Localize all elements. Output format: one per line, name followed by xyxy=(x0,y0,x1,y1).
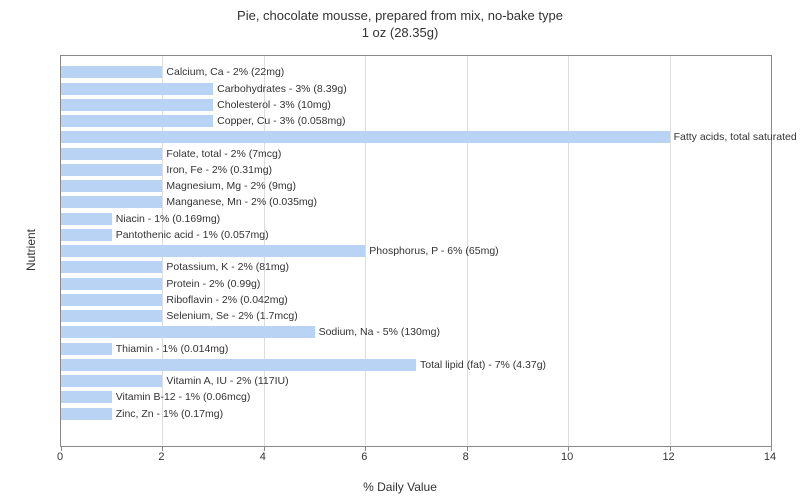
nutrition-chart: Pie, chocolate mousse, prepared from mix… xyxy=(0,0,800,500)
nutrient-label: Vitamin B-12 - 1% (0.06mcg) xyxy=(112,390,251,404)
nutrient-label: Zinc, Zn - 1% (0.17mg) xyxy=(112,407,223,421)
nutrient-bar xyxy=(61,164,162,176)
x-tick-label: 2 xyxy=(158,451,164,463)
y-axis-label: Nutrient xyxy=(24,229,38,271)
plot-area: Calcium, Ca - 2% (22mg) Carbohydrates - 3… xyxy=(60,55,772,447)
title-line-2: 1 oz (28.35g) xyxy=(362,25,439,40)
nutrient-label: Cholesterol - 3% (10mg) xyxy=(213,98,331,112)
nutrient-label: Folate, total - 2% (7mcg) xyxy=(162,147,281,161)
nutrient-bar xyxy=(61,343,112,355)
nutrient-label: Potassium, K - 2% (81mg) xyxy=(162,260,289,274)
nutrient-bar xyxy=(61,326,315,338)
bar-row: Potassium, K - 2% (81mg) xyxy=(61,260,771,274)
bar-row: Carbohydrates - 3% (8.39g) xyxy=(61,82,771,96)
x-tick-label: 6 xyxy=(361,451,367,463)
nutrient-bar xyxy=(61,261,162,273)
nutrient-bar xyxy=(61,115,213,127)
bar-row: Total lipid (fat) - 7% (4.37g) xyxy=(61,358,771,372)
nutrient-label: Vitamin A, IU - 2% (117IU) xyxy=(162,374,288,388)
x-tick-label: 14 xyxy=(764,451,776,463)
nutrient-bar xyxy=(61,229,112,241)
nutrient-bar xyxy=(61,245,365,257)
bar-row: Riboflavin - 2% (0.042mg) xyxy=(61,293,771,307)
bars-group: Calcium, Ca - 2% (22mg) Carbohydrates - 3… xyxy=(61,56,771,446)
bar-row: Iron, Fe - 2% (0.31mg) xyxy=(61,163,771,177)
nutrient-label: Sodium, Na - 5% (130mg) xyxy=(315,325,440,339)
nutrient-bar xyxy=(61,294,162,306)
nutrient-bar xyxy=(61,99,213,111)
nutrient-bar xyxy=(61,375,162,387)
nutrient-label: Copper, Cu - 3% (0.058mg) xyxy=(213,114,345,128)
nutrient-bar xyxy=(61,131,670,143)
nutrient-label: Calcium, Ca - 2% (22mg) xyxy=(162,65,284,79)
nutrient-bar xyxy=(61,408,112,420)
bar-row: Magnesium, Mg - 2% (9mg) xyxy=(61,179,771,193)
x-tick-label: 0 xyxy=(57,451,63,463)
nutrient-bar xyxy=(61,310,162,322)
chart-title: Pie, chocolate mousse, prepared from mix… xyxy=(0,0,800,42)
bar-row: Manganese, Mn - 2% (0.035mg) xyxy=(61,195,771,209)
nutrient-bar xyxy=(61,83,213,95)
bar-row: Vitamin A, IU - 2% (117IU) xyxy=(61,374,771,388)
nutrient-label: Manganese, Mn - 2% (0.035mg) xyxy=(162,195,317,209)
bar-row: Pantothenic acid - 1% (0.057mg) xyxy=(61,228,771,242)
x-tick-label: 8 xyxy=(463,451,469,463)
nutrient-bar xyxy=(61,148,162,160)
bar-row: Niacin - 1% (0.169mg) xyxy=(61,212,771,226)
bar-row: Cholesterol - 3% (10mg) xyxy=(61,98,771,112)
nutrient-bar xyxy=(61,180,162,192)
nutrient-bar xyxy=(61,213,112,225)
bar-row: Calcium, Ca - 2% (22mg) xyxy=(61,65,771,79)
bar-row: Fatty acids, total saturated - 12% (2.32… xyxy=(61,130,771,144)
title-line-1: Pie, chocolate mousse, prepared from mix… xyxy=(237,8,563,23)
nutrient-label: Riboflavin - 2% (0.042mg) xyxy=(162,293,287,307)
nutrient-label: Thiamin - 1% (0.014mg) xyxy=(112,342,229,356)
bar-row: Selenium, Se - 2% (1.7mcg) xyxy=(61,309,771,323)
x-axis-label: % Daily Value xyxy=(363,480,437,494)
nutrient-label: Niacin - 1% (0.169mg) xyxy=(112,212,220,226)
x-tick-label: 10 xyxy=(561,451,573,463)
bar-row: Zinc, Zn - 1% (0.17mg) xyxy=(61,407,771,421)
bar-row: Vitamin B-12 - 1% (0.06mcg) xyxy=(61,390,771,404)
nutrient-label: Protein - 2% (0.99g) xyxy=(162,277,260,291)
nutrient-bar xyxy=(61,278,162,290)
nutrient-label: Phosphorus, P - 6% (65mg) xyxy=(365,244,498,258)
nutrient-bar xyxy=(61,391,112,403)
nutrient-label: Pantothenic acid - 1% (0.057mg) xyxy=(112,228,269,242)
bar-row: Folate, total - 2% (7mcg) xyxy=(61,147,771,161)
nutrient-label: Fatty acids, total saturated - 12% (2.32… xyxy=(670,130,800,144)
nutrient-label: Magnesium, Mg - 2% (9mg) xyxy=(162,179,296,193)
bar-row: Protein - 2% (0.99g) xyxy=(61,277,771,291)
bar-row: Sodium, Na - 5% (130mg) xyxy=(61,325,771,339)
bar-row: Thiamin - 1% (0.014mg) xyxy=(61,342,771,356)
nutrient-bar xyxy=(61,196,162,208)
bar-row: Phosphorus, P - 6% (65mg) xyxy=(61,244,771,258)
bar-row: Copper, Cu - 3% (0.058mg) xyxy=(61,114,771,128)
x-tick-label: 4 xyxy=(260,451,266,463)
nutrient-bar xyxy=(61,66,162,78)
nutrient-label: Iron, Fe - 2% (0.31mg) xyxy=(162,163,272,177)
nutrient-label: Carbohydrates - 3% (8.39g) xyxy=(213,82,347,96)
nutrient-bar xyxy=(61,359,416,371)
nutrient-label: Total lipid (fat) - 7% (4.37g) xyxy=(416,358,546,372)
x-tick-label: 12 xyxy=(662,451,674,463)
nutrient-label: Selenium, Se - 2% (1.7mcg) xyxy=(162,309,297,323)
